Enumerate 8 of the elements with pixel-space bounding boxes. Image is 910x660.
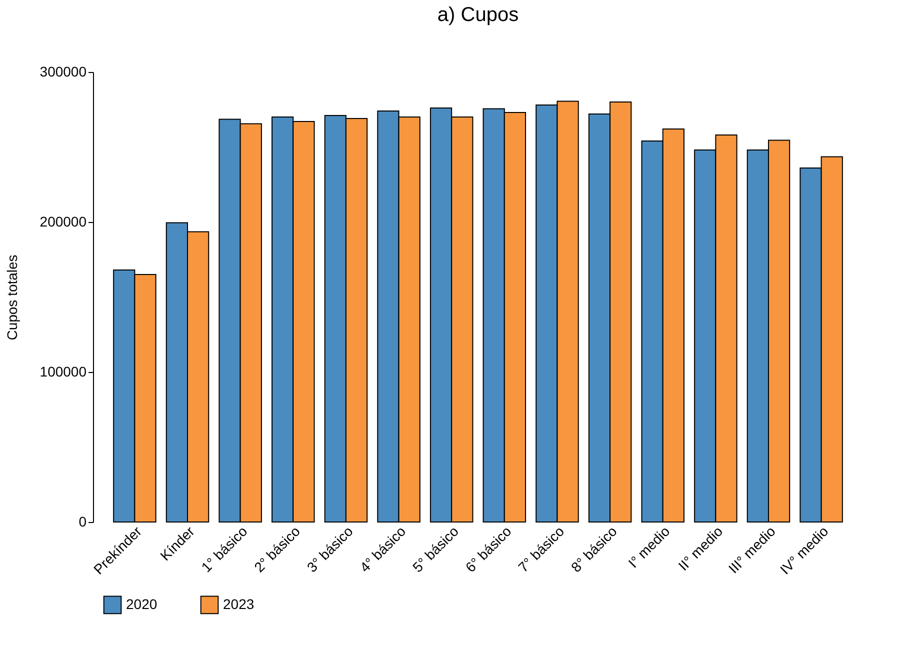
y-tick-label: 300000 <box>40 64 87 80</box>
y-axis-title: Cupos totales <box>4 254 20 340</box>
y-tick-label: 100000 <box>40 364 87 380</box>
legend-label: 2020 <box>126 596 158 612</box>
legend-label: 2023 <box>223 596 254 612</box>
y-tick-label: 0 <box>78 514 87 530</box>
chart-title: a) Cupos <box>437 4 519 26</box>
y-tick-label: 200000 <box>40 214 87 230</box>
